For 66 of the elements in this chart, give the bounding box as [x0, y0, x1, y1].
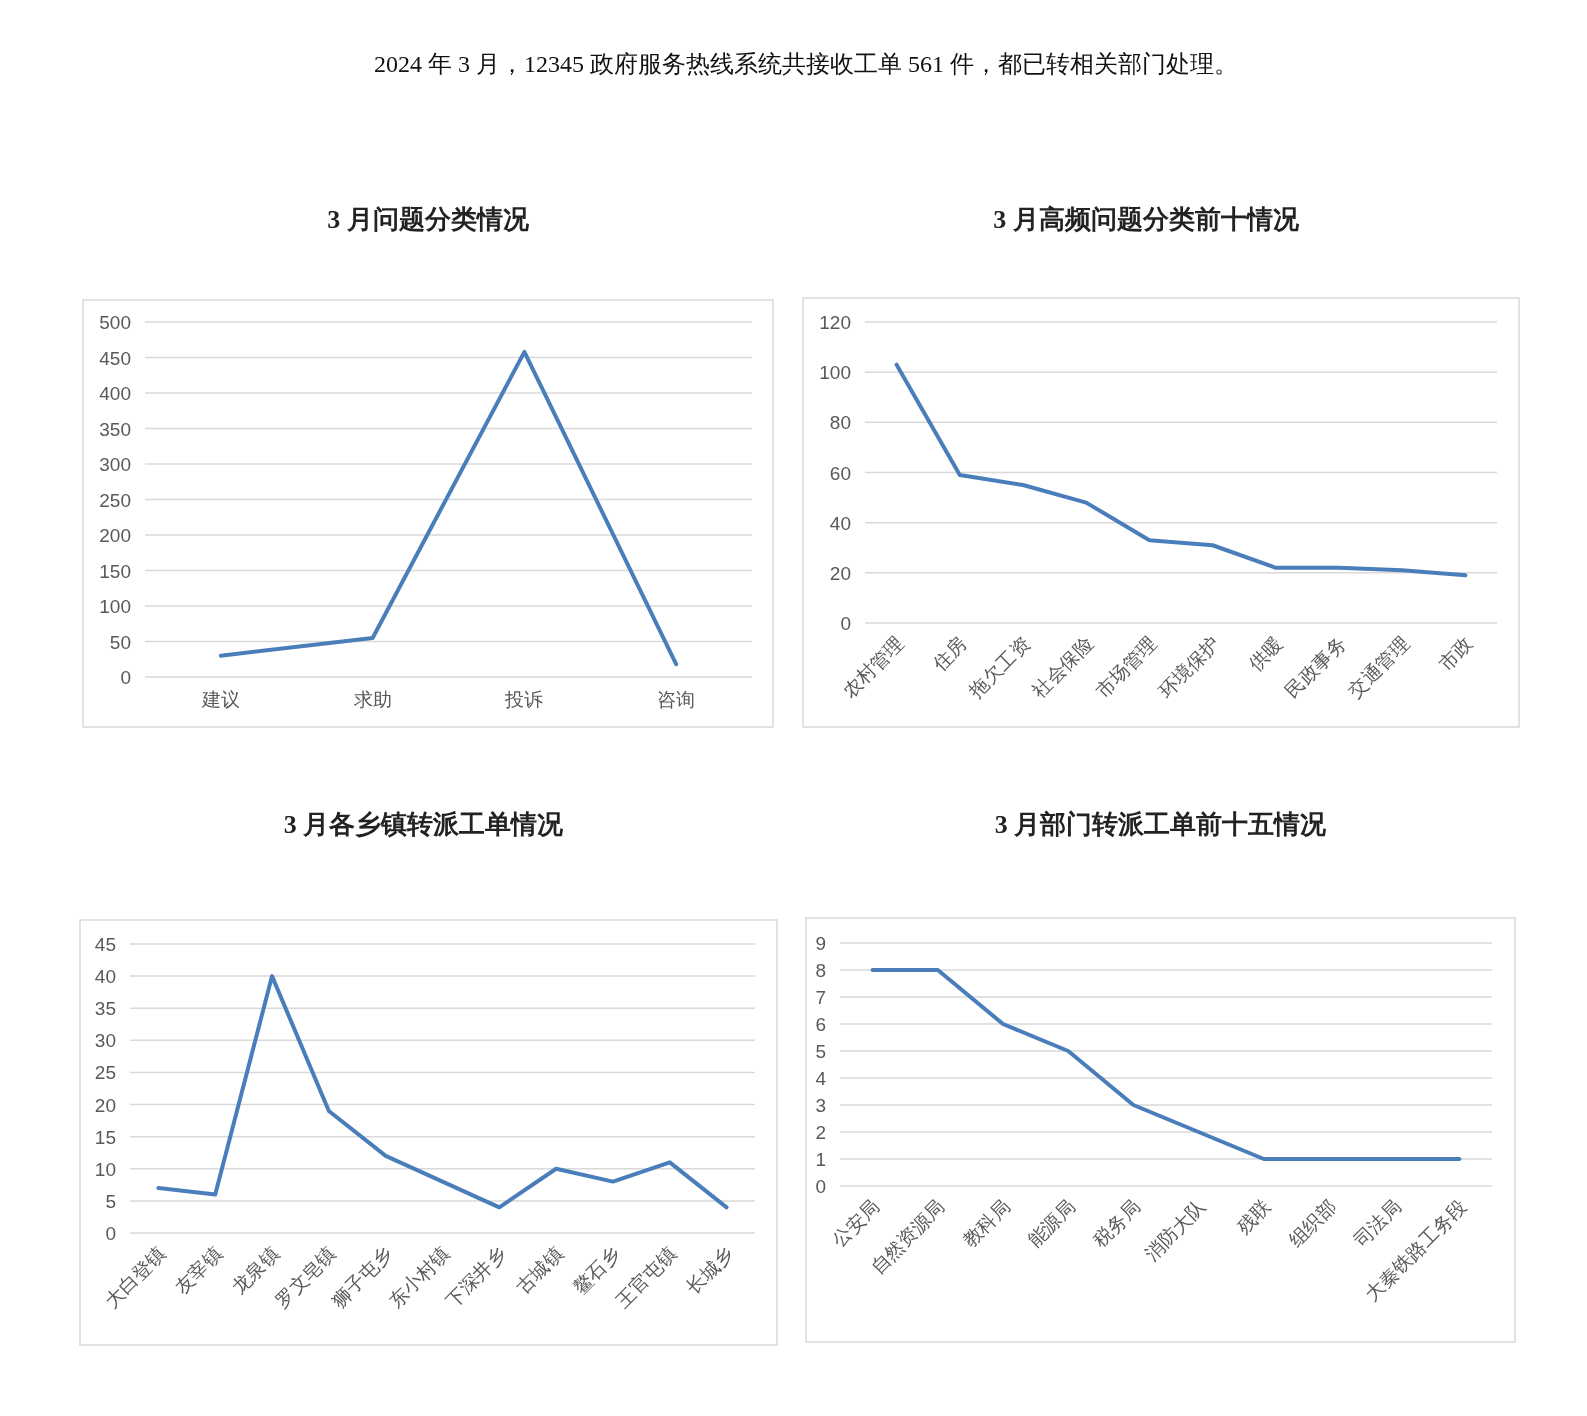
- x-tick-label: 大白登镇: [100, 1242, 170, 1312]
- y-tick-label: 6: [815, 1014, 826, 1035]
- y-tick-label: 0: [120, 667, 131, 688]
- y-tick-label: 20: [829, 562, 851, 584]
- y-tick-label: 40: [829, 512, 851, 534]
- x-tick-label: 司法局: [1349, 1195, 1406, 1252]
- x-tick-label: 残联: [1232, 1195, 1275, 1238]
- y-tick-label: 35: [94, 998, 116, 1020]
- y-tick-label: 9: [815, 933, 826, 954]
- x-tick-label: 友宰镇: [170, 1242, 227, 1299]
- y-tick-label: 150: [99, 560, 131, 582]
- y-tick-label: 120: [819, 312, 851, 333]
- y-tick-label: 100: [99, 596, 131, 617]
- y-tick-label: 30: [94, 1030, 116, 1052]
- x-tick-label: 求助: [353, 689, 392, 710]
- line-series: [156, 974, 729, 1210]
- x-tick-label: 公安局: [828, 1195, 884, 1252]
- y-tick-label: 80: [829, 412, 851, 434]
- x-tick-label: 农村管理: [838, 632, 908, 702]
- y-tick-label: 25: [94, 1062, 116, 1084]
- x-tick-label: 供暖: [1244, 632, 1287, 675]
- y-tick-label: 200: [99, 525, 131, 546]
- y-tick-label: 10: [94, 1158, 116, 1180]
- y-tick-label: 450: [99, 347, 131, 369]
- y-tick-label: 7: [815, 987, 826, 1008]
- y-tick-label: 4: [815, 1068, 827, 1089]
- y-tick-label: 0: [815, 1176, 826, 1197]
- x-tick-label: 能源局: [1023, 1195, 1080, 1252]
- y-tick-label: 2: [815, 1122, 826, 1143]
- chart-title: 3 月各乡镇转派工单情况: [283, 810, 565, 839]
- x-tick-label: 建议: [200, 689, 240, 710]
- y-tick-label: 20: [94, 1094, 116, 1116]
- line-series: [870, 968, 1462, 1161]
- x-tick-label: 咨询: [657, 689, 696, 710]
- y-tick-label: 500: [99, 312, 131, 333]
- y-tick-label: 3: [815, 1095, 826, 1116]
- y-tick-label: 0: [105, 1223, 116, 1244]
- y-tick-label: 350: [99, 418, 131, 440]
- x-tick-label: 古城镇: [511, 1242, 567, 1299]
- y-tick-label: 250: [99, 489, 131, 511]
- x-tick-label: 组织部: [1284, 1195, 1340, 1252]
- y-tick-label: 45: [94, 934, 116, 955]
- y-tick-label: 5: [815, 1041, 826, 1062]
- chart-title: 3 月问题分类情况: [327, 205, 530, 234]
- y-tick-label: 5: [105, 1190, 116, 1212]
- text: 2024 年 3 月，12345 政府服务热线系统共接收工单 561 件，都已转相关部门处理。: [374, 51, 1238, 77]
- x-tick-label: 教科局: [958, 1195, 1014, 1252]
- y-tick-label: 100: [819, 362, 851, 384]
- y-tick-label: 0: [840, 613, 851, 634]
- y-tick-label: 300: [99, 454, 131, 475]
- x-tick-label: 交通管理: [1344, 632, 1414, 702]
- chart-title: 3 月部门转派工单前十五情况: [994, 810, 1328, 839]
- y-tick-label: 8: [815, 960, 826, 981]
- x-tick-label: 长城乡: [682, 1242, 738, 1299]
- y-tick-label: 1: [815, 1149, 826, 1170]
- y-tick-label: 15: [94, 1126, 116, 1148]
- x-tick-label: 市政: [1434, 632, 1477, 675]
- line-series: [218, 349, 679, 667]
- line-series: [894, 362, 1468, 578]
- y-tick-label: 40: [94, 966, 116, 988]
- y-tick-label: 400: [99, 383, 131, 404]
- x-tick-label: 住房: [928, 632, 971, 676]
- y-tick-label: 60: [829, 462, 851, 484]
- chart-title: 3 月高频问题分类前十情况: [993, 205, 1300, 234]
- y-tick-label: 50: [109, 631, 131, 653]
- x-tick-label: 投诉: [504, 689, 544, 710]
